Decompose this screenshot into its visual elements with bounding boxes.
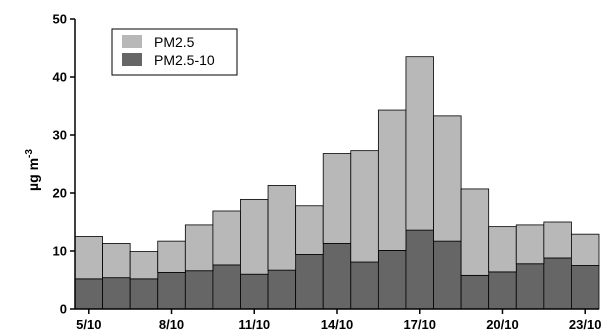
- y-tick-label-40: 40: [53, 70, 67, 85]
- bar-pm25-10-10/10: [212, 264, 241, 310]
- bar-pm25-10-8/10: [157, 272, 186, 310]
- bar-pm25-10-11/10: [240, 273, 269, 310]
- bar-pm25-10-6/10: [102, 277, 131, 310]
- bar-pm25-10-22/10: [543, 257, 572, 310]
- bar-pm25-10/10: [212, 210, 241, 266]
- bar-pm25-8/10: [157, 240, 186, 273]
- y-tick-label-10: 10: [53, 244, 67, 259]
- bar-pm25-10-17/10: [405, 229, 434, 310]
- bar-pm25-10-19/10: [460, 274, 490, 310]
- bar-pm25-10-21/10: [515, 263, 545, 310]
- bar-pm25-9/10: [184, 224, 214, 272]
- x-tick-label-23/10: 23/10: [569, 317, 602, 332]
- y-tick-label-0: 0: [60, 302, 67, 317]
- x-tick-label-8/10: 8/10: [159, 317, 184, 332]
- legend-swatch-PM2.5-10: [122, 53, 142, 66]
- bar-pm25-10-12/10: [267, 269, 297, 310]
- bar-pm25-20/10: [488, 226, 517, 273]
- x-tick-label-11/10: 11/10: [238, 317, 270, 332]
- bar-pm25-10-9/10: [184, 270, 214, 310]
- bar-pm25-10-14/10: [322, 243, 352, 310]
- bar-pm25-22/10: [543, 221, 572, 259]
- x-tick-label-14/10: 14/10: [321, 317, 354, 332]
- x-tick-label-5/10: 5/10: [76, 317, 101, 332]
- y-tick-label-50: 50: [53, 12, 67, 27]
- bar-pm25-16/10: [377, 109, 407, 251]
- bar-pm25-14/10: [322, 153, 352, 244]
- bar-pm25-7/10: [129, 251, 159, 280]
- bar-pm25-5/10: [74, 236, 103, 280]
- bar-pm25-11/10: [240, 198, 269, 275]
- bars-group: [74, 56, 600, 310]
- y-tick-label-20: 20: [53, 186, 67, 201]
- bar-pm25-18/10: [433, 115, 462, 242]
- x-tick-label-20/10: 20/10: [486, 317, 519, 332]
- bar-pm25-10-18/10: [433, 240, 462, 310]
- legend-swatch-PM2.5: [122, 35, 142, 48]
- legend-label-PM2.5-10: PM2.5-10: [154, 52, 215, 68]
- bar-pm25-10-23/10: [571, 265, 600, 310]
- bar-pm25-13/10: [295, 205, 324, 255]
- legend: PM2.5 PM2.5-10: [111, 28, 238, 76]
- x-tick-label-17/10: 17/10: [403, 317, 436, 332]
- y-tick-label-30: 30: [53, 128, 67, 143]
- bar-pm25-10-13/10: [295, 254, 324, 310]
- bar-pm25-17/10: [405, 56, 434, 231]
- bar-pm25-23/10: [571, 233, 600, 266]
- axes-group: 0 10 20 30 40 50 5/10 8/10 11/10 14/10 17/10 20/10 2…: [53, 12, 602, 333]
- bar-pm25-15/10: [350, 150, 379, 263]
- bar-pm25-12/10: [267, 185, 297, 271]
- y-axis-label: µg m-3: [24, 149, 41, 191]
- legend-label-PM2.5: PM2.5: [154, 34, 195, 50]
- bar-pm25-21/10: [515, 224, 545, 265]
- bar-pm25-10-7/10: [129, 278, 159, 310]
- bar-pm25-10-5/10: [74, 278, 103, 310]
- bar-pm25-10-16/10: [377, 250, 407, 310]
- bar-pm25-10-20/10: [488, 271, 517, 310]
- bar-pm25-6/10: [102, 243, 131, 279]
- bar-pm25-10-15/10: [350, 261, 379, 310]
- bar-pm25-19/10: [460, 188, 490, 276]
